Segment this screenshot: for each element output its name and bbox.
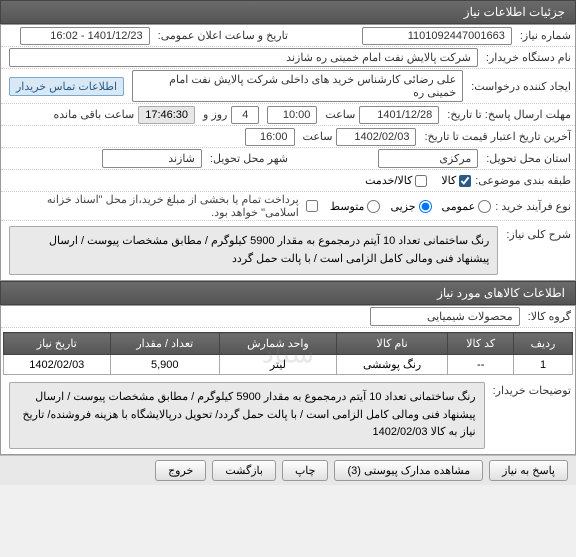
panel-header: جزئیات اطلاعات نیاز bbox=[0, 0, 576, 24]
class-goods-label: کالا bbox=[441, 174, 456, 187]
buyer-device-value: شرکت پالایش نفت امام خمینی ره شازند bbox=[9, 48, 478, 67]
valid-date-value: 1402/02/03 bbox=[336, 128, 416, 146]
deadline-date-value: 1401/12/28 bbox=[359, 106, 439, 124]
proc-medium-radio-item[interactable]: متوسط bbox=[330, 200, 381, 213]
valid-time-label: ساعت bbox=[299, 130, 333, 143]
proc-partial-label: جزیی bbox=[390, 200, 415, 213]
print-button[interactable]: چاپ bbox=[282, 460, 329, 481]
need-no-label: شماره نیاز: bbox=[516, 29, 571, 42]
cell-unit: لیتر bbox=[219, 355, 336, 375]
col-item-name: نام کالا bbox=[336, 333, 448, 355]
cell-need-date: 1402/02/03 bbox=[4, 355, 111, 375]
proc-medium-radio[interactable] bbox=[367, 200, 380, 213]
items-header: اطلاعات کالاهای مورد نیاز bbox=[0, 281, 576, 305]
city-label: شهر محل تحویل: bbox=[206, 152, 288, 165]
class-goods-check[interactable]: کالا bbox=[441, 174, 471, 187]
proc-partial-radio[interactable] bbox=[419, 200, 432, 213]
col-item-code: کد کالا bbox=[448, 333, 514, 355]
valid-time-value: 16:00 bbox=[245, 128, 295, 146]
announce-value: 1401/12/23 - 16:02 bbox=[20, 27, 150, 45]
pay-note-check[interactable]: پرداخت تمام یا بخشی از مبلغ خرید،از محل … bbox=[19, 193, 318, 219]
class-service-check[interactable]: کالا/خدمت bbox=[365, 174, 427, 187]
cell-item-code: -- bbox=[448, 355, 514, 375]
need-desc-value: رنگ ساختمانی تعداد 10 آیتم درمجموع به مق… bbox=[9, 226, 498, 275]
valid-label: آخرین تاریخ اعتبار قیمت تا تاریخ: bbox=[420, 130, 571, 143]
requester-value: علی رضائی کارشناس خرید های داخلی شرکت پا… bbox=[132, 70, 463, 102]
back-button[interactable]: بازگشت bbox=[212, 460, 276, 481]
province-label: استان محل تحویل: bbox=[482, 152, 571, 165]
class-service-label: کالا/خدمت bbox=[365, 174, 412, 187]
remaining-time-value: 17:46:30 bbox=[138, 106, 195, 124]
process-label: نوع فرآیند خرید : bbox=[491, 200, 571, 213]
announce-label: تاریخ و ساعت اعلان عمومی: bbox=[154, 29, 288, 42]
remaining-suffix: ساعت باقی مانده bbox=[49, 108, 134, 121]
col-unit: واحد شمارش bbox=[219, 333, 336, 355]
deadline-time-value: 10:00 bbox=[267, 106, 317, 124]
cell-qty: 5,900 bbox=[110, 355, 219, 375]
deadline-time-label: ساعت bbox=[321, 108, 355, 121]
respond-button[interactable]: پاسخ به نیاز bbox=[489, 460, 568, 481]
exit-button[interactable]: خروج bbox=[155, 460, 206, 481]
items-header-title: اطلاعات کالاهای مورد نیاز bbox=[437, 286, 565, 300]
class-service-checkbox[interactable] bbox=[415, 175, 427, 187]
province-value: مرکزی bbox=[378, 149, 478, 168]
buyer-notes-value: رنگ ساختمانی تعداد 10 آیتم درمجموع به مق… bbox=[9, 382, 485, 449]
cell-row-no: 1 bbox=[514, 355, 573, 375]
col-row-no: ردیف bbox=[514, 333, 573, 355]
buyer-device-label: نام دستگاه خریدار: bbox=[482, 51, 571, 64]
attachments-button[interactable]: مشاهده مدارک پیوستی (3) bbox=[334, 460, 483, 481]
panel-title: جزئیات اطلاعات نیاز bbox=[464, 5, 565, 19]
table-row[interactable]: 1 -- رنگ پوششی لیتر 5,900 1402/02/03 bbox=[4, 355, 573, 375]
deadline-label: مهلت ارسال پاسخ: تا تاریخ: bbox=[443, 108, 571, 121]
proc-open-label: عمومی bbox=[442, 200, 476, 213]
buyer-notes-label: توضیحات خریدار: bbox=[489, 378, 571, 397]
col-need-date: تاریخ نیاز bbox=[4, 333, 111, 355]
group-value: محصولات شیمیایی bbox=[370, 307, 520, 326]
contact-badge[interactable]: اطلاعات تماس خریدار bbox=[9, 77, 124, 96]
col-qty: تعداد / مقدار bbox=[110, 333, 219, 355]
button-bar: پاسخ به نیاز مشاهده مدارک پیوستی (3) چاپ… bbox=[0, 455, 576, 485]
deadline-day-label: روز و bbox=[199, 108, 227, 121]
group-label: گروه کالا: bbox=[524, 310, 571, 323]
proc-open-radio[interactable] bbox=[478, 200, 491, 213]
city-value: شازند bbox=[102, 149, 202, 168]
subject-class-label: طبقه بندی موضوعی: bbox=[471, 174, 571, 187]
pay-note-checkbox[interactable] bbox=[306, 200, 318, 212]
proc-partial-radio-item[interactable]: جزیی bbox=[390, 200, 431, 213]
proc-medium-label: متوسط bbox=[330, 200, 365, 213]
class-goods-checkbox[interactable] bbox=[459, 175, 471, 187]
cell-item-name: رنگ پوششی bbox=[336, 355, 448, 375]
requester-label: ایجاد کننده درخواست: bbox=[467, 80, 571, 93]
pay-note-text: پرداخت تمام یا بخشی از مبلغ خرید،از محل … bbox=[19, 193, 299, 219]
proc-open-radio-item[interactable]: عمومی bbox=[442, 200, 492, 213]
items-table: ردیف کد کالا نام کالا واحد شمارش تعداد /… bbox=[3, 332, 573, 375]
need-no-value: 1101092447001663 bbox=[362, 27, 512, 45]
need-desc-label: شرح کلی نیاز: bbox=[502, 222, 571, 241]
deadline-days-value: 4 bbox=[231, 106, 259, 124]
